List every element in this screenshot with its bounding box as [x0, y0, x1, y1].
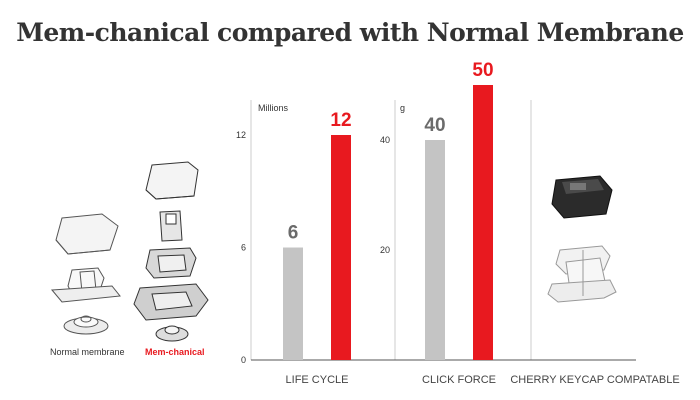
memchanical-switch-illustration: [133, 161, 209, 342]
data-label: 40: [424, 115, 445, 136]
normal-membrane-caption: Normal membrane: [50, 347, 125, 357]
cherry-compatible-label: CHERRY KEYCAP COMPATABLE: [510, 374, 679, 386]
x-axis-label: CLICK FORCE: [422, 374, 496, 386]
page-title: Mem-chanical compared with Normal Membra…: [16, 18, 684, 47]
cherry-stem-illustration: [547, 245, 617, 303]
y-tick-label: 20: [380, 245, 390, 255]
cherry-keycap-illustration: [551, 175, 613, 219]
x-axis-label: LIFE CYCLE: [286, 374, 349, 386]
bar-normal-membrane: [425, 140, 445, 360]
memchanical-caption: Mem-chanical: [145, 347, 205, 357]
data-label: 50: [472, 60, 493, 81]
y-tick-label: 0: [241, 355, 246, 365]
bar-memchanical: [331, 135, 351, 360]
y-tick-label: 6: [241, 243, 246, 253]
y-axis-unit-label: g: [400, 103, 405, 113]
normal-membrane-switch-illustration: [50, 213, 121, 335]
data-label: 12: [330, 110, 351, 131]
y-tick-label: 40: [380, 135, 390, 145]
bar-normal-membrane: [283, 247, 303, 360]
y-axis-unit-label: Millions: [258, 103, 289, 113]
bar-memchanical: [473, 85, 493, 360]
y-tick-label: 12: [236, 130, 246, 140]
data-label: 6: [288, 223, 299, 244]
